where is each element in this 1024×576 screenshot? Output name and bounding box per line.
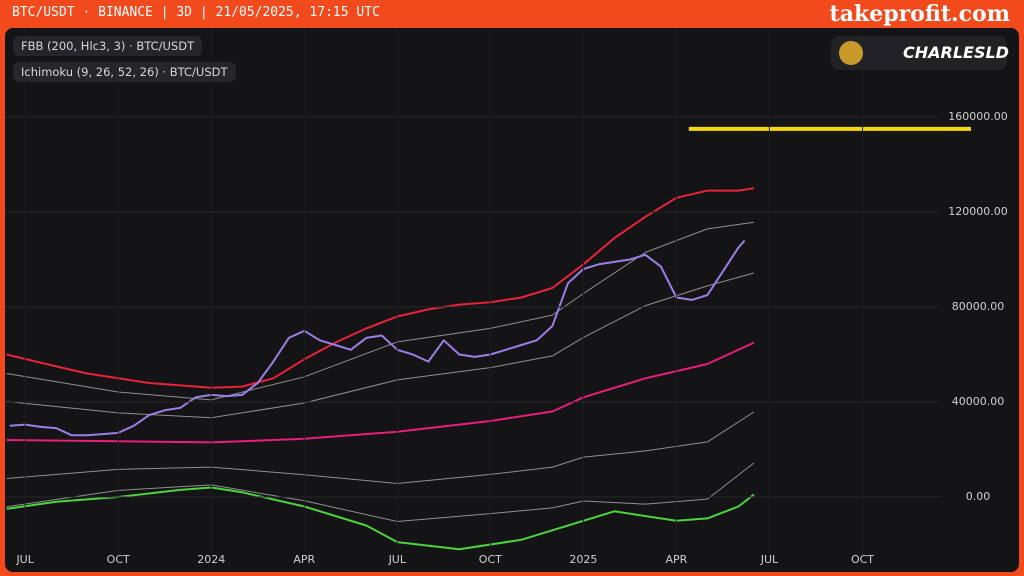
- x-tick-label: OCT: [107, 553, 130, 566]
- series-line: [6, 411, 755, 484]
- x-tick-label: JUL: [388, 553, 407, 566]
- x-tick-label: JUL: [760, 553, 779, 566]
- author-badge: CHARLESLD: [831, 36, 1009, 70]
- x-tick-label: APR: [665, 553, 687, 566]
- y-tick-label: 0.00: [966, 490, 991, 503]
- x-tick-label: OCT: [851, 553, 874, 566]
- avatar: [839, 41, 863, 65]
- plot-area: [6, 187, 755, 551]
- y-tick-label: 160000.00: [948, 110, 1008, 123]
- symbol-info: BTC/USDT · BINANCE | 3D | 21/05/2025, 17…: [12, 5, 380, 20]
- indicator-label[interactable]: FBB (200, Hlc3, 3) · BTC/USDT: [13, 36, 203, 56]
- y-tick-label: 80000.00: [952, 300, 1005, 313]
- series-line: [6, 462, 755, 522]
- brand[interactable]: takeprofit.com: [829, 1, 1010, 27]
- series-line: [6, 187, 755, 389]
- x-tick-label: OCT: [479, 553, 502, 566]
- series-line: [9, 239, 746, 437]
- y-tick-label: 40000.00: [952, 395, 1005, 408]
- x-tick-label: JUL: [15, 553, 34, 566]
- chart: 0.00 40000.00 80000.00 120000.00 160000.00 JU…: [5, 28, 1008, 566]
- author: CHARLESLD: [903, 43, 1009, 62]
- series-line: [6, 221, 754, 401]
- x-tick-label: 2025: [569, 553, 597, 566]
- x-tick-label: 2024: [197, 553, 225, 566]
- x-tick-label: APR: [293, 553, 315, 566]
- series-line: [6, 272, 755, 419]
- y-tick-label: 120000.00: [948, 205, 1008, 218]
- chart-panel: 0.00 40000.00 80000.00 120000.00 160000.00 JU…: [5, 28, 1019, 572]
- axes: 0.00 40000.00 80000.00 120000.00 160000.00 JU…: [5, 28, 1008, 566]
- indicator-label[interactable]: Ichimoku (9, 26, 52, 26) · BTC/USDT: [13, 62, 236, 82]
